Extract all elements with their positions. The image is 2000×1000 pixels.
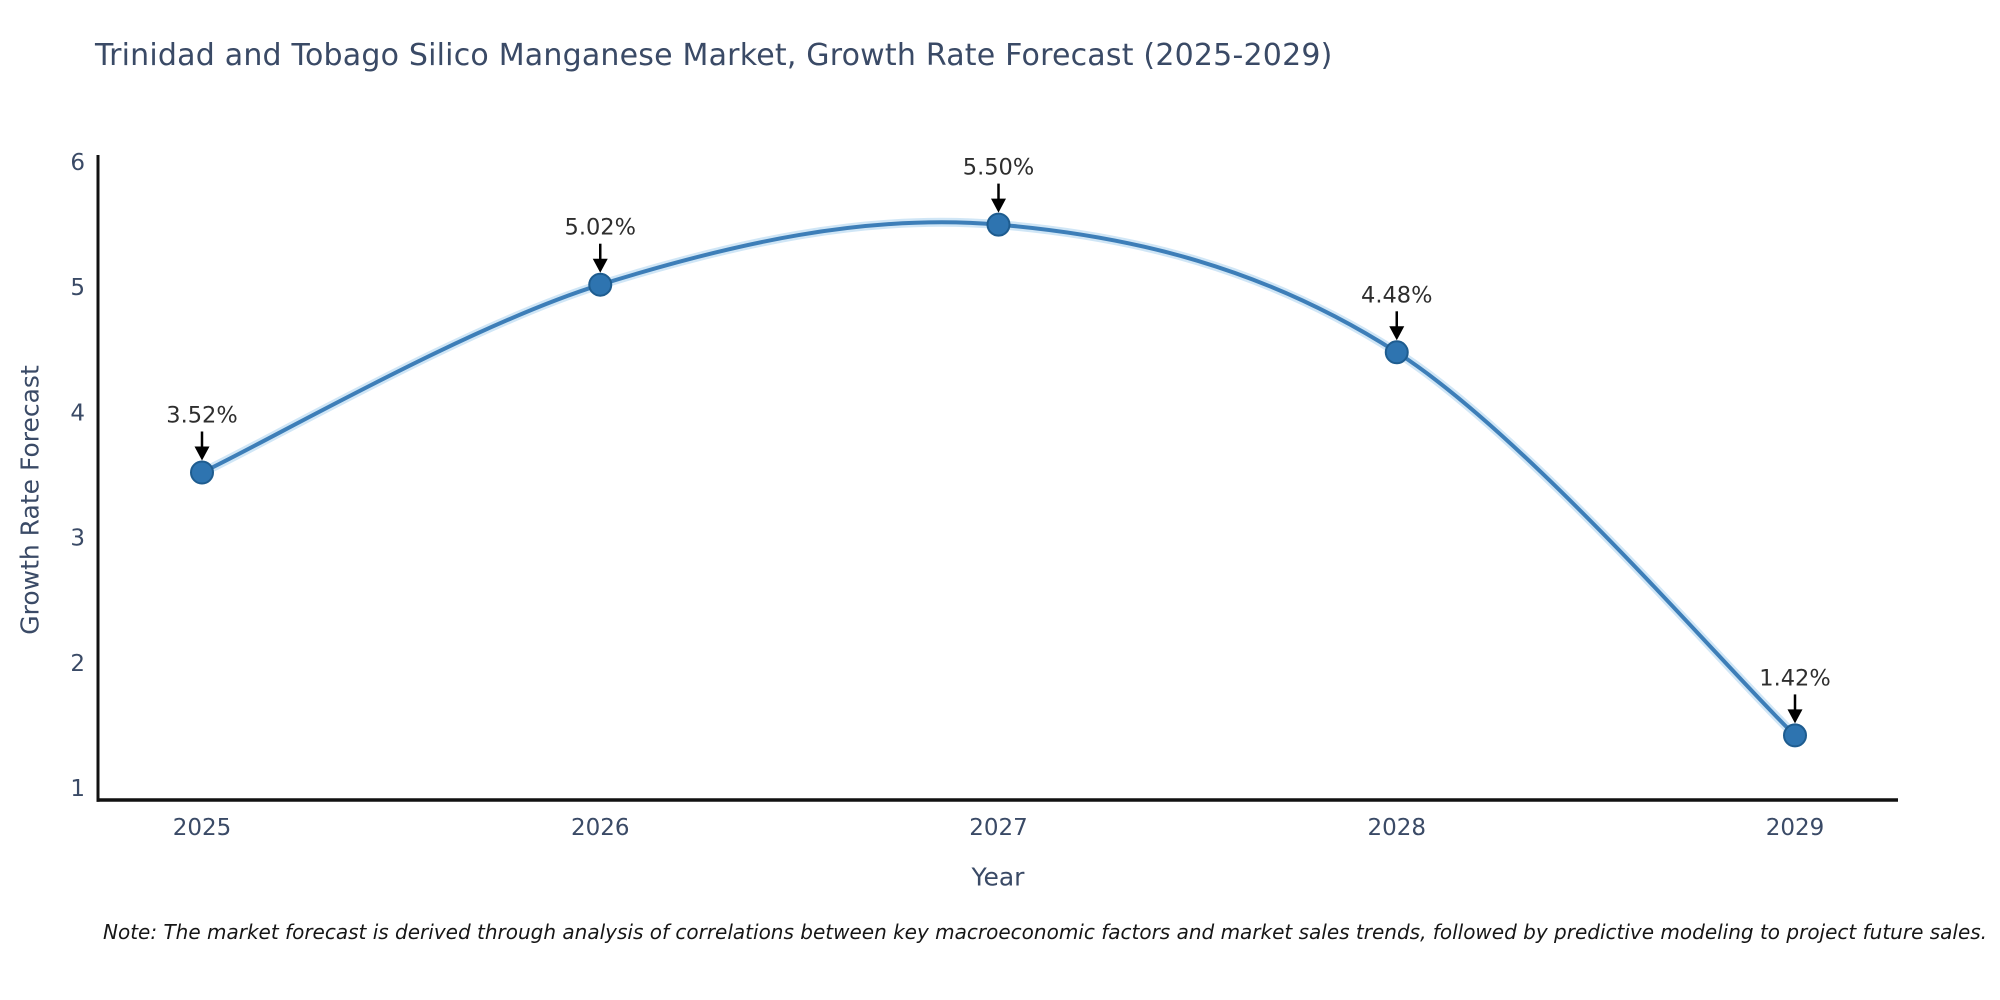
y-tick-label: 6 bbox=[70, 150, 85, 176]
point-annotation-label: 5.50% bbox=[963, 155, 1034, 181]
series-line bbox=[200, 220, 1797, 738]
data-point-marker-2027 bbox=[986, 212, 1011, 237]
point-annotation-label: 1.42% bbox=[1759, 665, 1830, 691]
x-tick-label: 2026 bbox=[571, 815, 630, 841]
y-tick-label: 2 bbox=[70, 651, 85, 677]
y-tick-label: 3 bbox=[70, 526, 85, 552]
x-axis-label: Year bbox=[971, 862, 1025, 892]
chart-title: Trinidad and Tobago Silico Manganese Mar… bbox=[95, 38, 1333, 73]
series-line-glow bbox=[197, 217, 1800, 740]
y-tick-label: 5 bbox=[70, 275, 85, 301]
point-annotation-label: 4.48% bbox=[1361, 282, 1432, 308]
data-point-marker-2029 bbox=[1783, 723, 1807, 748]
point-annotation-label: 5.02% bbox=[565, 215, 636, 241]
y-axis-label: Growth Rate Forecast bbox=[15, 365, 45, 635]
y-tick-label: 4 bbox=[70, 400, 85, 426]
x-tick-label: 2028 bbox=[1367, 815, 1426, 841]
annotation-arrow-head bbox=[194, 446, 210, 461]
data-point-marker-2026 bbox=[588, 272, 613, 297]
annotation-arrow-head bbox=[592, 258, 608, 273]
x-tick-label: 2025 bbox=[173, 815, 232, 841]
point-annotation-label: 3.52% bbox=[166, 402, 237, 428]
annotation-arrow-head bbox=[1787, 709, 1803, 724]
x-tick-label: 2029 bbox=[1766, 815, 1825, 841]
data-point-marker-2028 bbox=[1384, 340, 1409, 365]
data-point-marker-2025 bbox=[190, 460, 214, 485]
y-tick-label: 1 bbox=[70, 776, 85, 802]
annotation-arrow-head bbox=[1389, 326, 1405, 341]
x-tick-label: 2027 bbox=[969, 815, 1028, 841]
annotation-arrow-head bbox=[991, 198, 1006, 213]
footnote: Note: The market forecast is derived thr… bbox=[103, 920, 1988, 944]
